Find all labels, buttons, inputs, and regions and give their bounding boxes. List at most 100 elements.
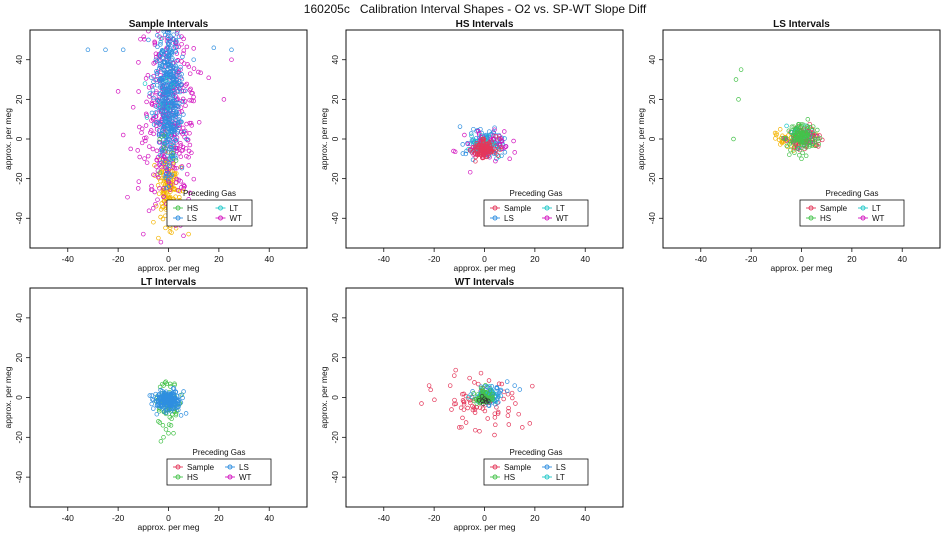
data-point-hs <box>163 427 169 432</box>
data-point-wt <box>180 125 186 131</box>
y-tick-label: 0 <box>330 395 340 400</box>
data-point-ls <box>165 63 170 68</box>
data-point-ls <box>175 399 181 404</box>
data-point-wt <box>184 81 190 87</box>
y-tick-label: 20 <box>330 94 340 104</box>
data-point-ls <box>160 126 166 131</box>
data-point-hs <box>487 388 493 393</box>
legend-entry-label: WT <box>230 214 243 223</box>
data-point-hs <box>800 142 806 148</box>
data-point-wt <box>165 178 171 184</box>
data-point-wt <box>178 143 184 148</box>
data-point-ls <box>168 409 174 414</box>
data-point-hs <box>172 381 177 386</box>
data-point-ls <box>169 394 174 399</box>
plot-frame <box>29 29 308 249</box>
data-point-lt <box>158 36 164 42</box>
data-point-wt <box>178 154 184 159</box>
legend-swatch-marker <box>544 205 550 211</box>
data-point-wt <box>190 90 195 96</box>
data-point-hs <box>795 129 800 135</box>
data-point-sample <box>495 409 501 415</box>
x-tick-label: 0 <box>799 254 804 264</box>
data-point-sample <box>470 403 475 409</box>
data-point-wt <box>157 185 162 191</box>
data-point-hs <box>471 391 476 396</box>
data-point-sample <box>496 381 502 387</box>
data-point-wt <box>176 44 181 50</box>
legend-entry-label: LT <box>872 204 881 213</box>
data-point-wt <box>187 190 193 196</box>
legend-entry-label: WT <box>872 214 885 223</box>
data-point-ls <box>471 126 476 132</box>
x-tick-label: 20 <box>214 254 224 264</box>
data-point-wt <box>125 194 130 200</box>
data-point-wt <box>141 231 146 237</box>
legend-swatch-marker <box>218 215 223 221</box>
data-point-wt <box>191 66 197 71</box>
data-point-wt <box>176 188 181 193</box>
legend-entry-label: LS <box>239 463 249 472</box>
data-point-ls <box>158 403 164 408</box>
legend-box <box>799 199 905 227</box>
data-point-ls <box>153 57 159 62</box>
data-point-sample <box>505 413 511 418</box>
y-tick-label: -20 <box>14 431 24 444</box>
data-point-ls <box>180 395 185 401</box>
data-point-hs <box>801 122 806 128</box>
data-point-wt <box>148 128 154 133</box>
data-point-wt <box>189 150 194 156</box>
data-point-ls <box>162 118 168 124</box>
data-point-sample <box>513 401 518 406</box>
data-point-sample <box>492 415 498 420</box>
data-point-sample <box>484 142 490 147</box>
data-point-ls <box>174 39 179 44</box>
data-point-lt <box>142 81 148 86</box>
data-point-wt <box>174 140 179 145</box>
data-point-hs <box>812 132 817 137</box>
legend-swatch-marker <box>492 474 498 480</box>
data-point-sample <box>495 153 501 158</box>
data-point-ls <box>487 129 492 134</box>
data-point-sample <box>477 429 482 434</box>
data-point-wt <box>187 142 193 148</box>
data-point-hs <box>156 419 161 424</box>
data-point-ls <box>178 393 183 398</box>
data-point-wt <box>221 97 227 102</box>
data-point-ls <box>165 36 171 42</box>
data-point-wt <box>183 131 189 136</box>
data-point-hs <box>483 383 488 388</box>
data-point-ls <box>160 55 165 60</box>
data-point-lt <box>487 384 492 389</box>
data-point-ls <box>168 395 173 400</box>
data-point-sample <box>472 407 478 412</box>
data-point-ls <box>154 70 160 76</box>
data-point-ls <box>166 87 171 92</box>
data-point-sample <box>452 397 457 403</box>
data-point-wt <box>142 135 147 141</box>
x-tick-label: 20 <box>530 254 540 264</box>
data-point-lt <box>162 140 167 146</box>
legend-entry-label: LT <box>556 473 565 482</box>
data-point-wt <box>142 156 147 161</box>
data-point-ls <box>169 73 174 78</box>
legend-entry-label: LS <box>187 214 197 223</box>
data-point-lt <box>157 103 163 108</box>
legend-entry-label: LS <box>556 463 566 472</box>
data-point-hs <box>800 150 805 156</box>
data-point-ls <box>161 399 167 404</box>
data-point-orange <box>151 219 156 225</box>
data-point-ls <box>173 63 178 69</box>
data-point-wt <box>150 206 156 211</box>
data-point-sample <box>494 405 499 410</box>
x-tick-label: -40 <box>378 254 391 264</box>
data-point-ls <box>463 151 469 157</box>
data-point-ls <box>181 129 187 135</box>
data-point-sample <box>461 399 467 405</box>
data-point-hs <box>166 431 171 436</box>
data-point-ls <box>180 99 186 104</box>
data-point-ls <box>168 36 173 41</box>
data-point-sample <box>468 400 473 406</box>
data-point-sample <box>452 373 457 378</box>
data-point-wt <box>161 186 167 191</box>
